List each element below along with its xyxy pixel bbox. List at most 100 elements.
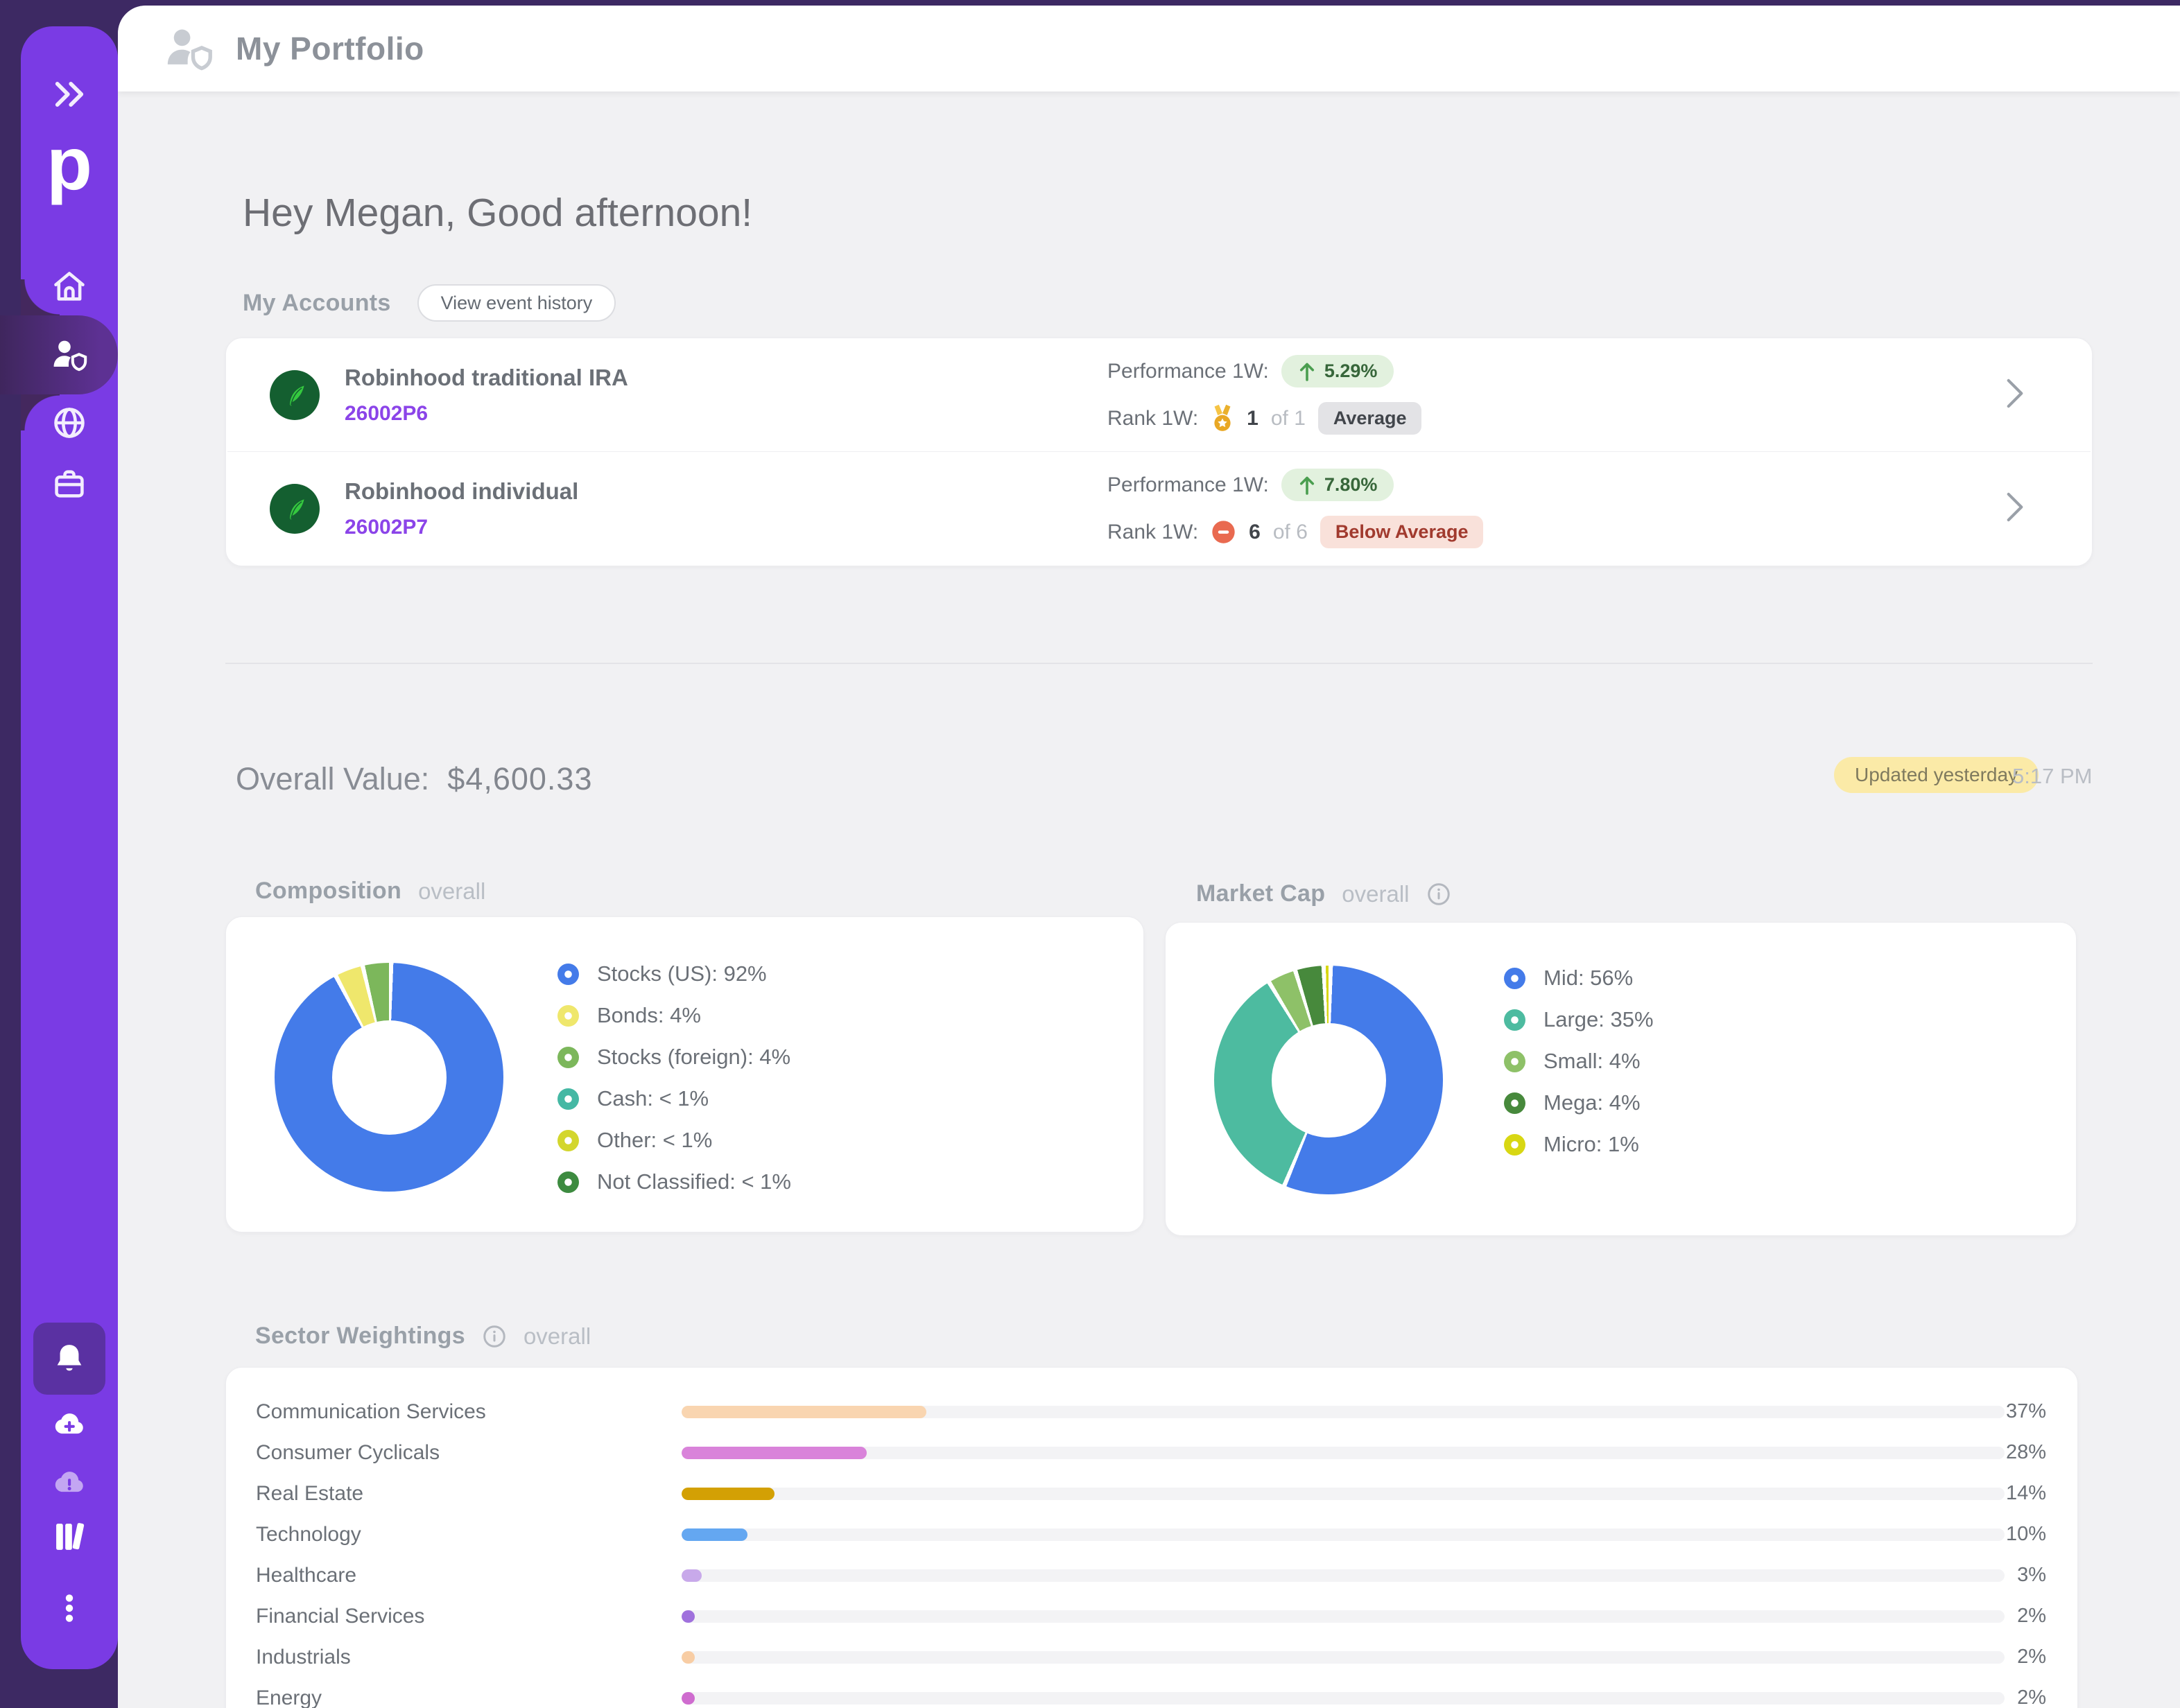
- sector-label: Energy: [256, 1686, 322, 1708]
- legend-label: Stocks (US): 92%: [597, 961, 767, 986]
- sector-row: Communication Services 37%: [226, 1391, 2077, 1432]
- rank-label: Rank 1W:: [1107, 406, 1199, 430]
- account-number-link[interactable]: 26002P7: [345, 515, 429, 539]
- legend-bullet-icon: [1504, 1009, 1525, 1031]
- rank-total: of 1: [1270, 406, 1306, 430]
- sidebar-item-global[interactable]: [21, 405, 118, 441]
- sector-bar-track: [682, 1446, 2005, 1459]
- sector-percent: 2%: [2017, 1646, 2046, 1668]
- view-event-history-button[interactable]: View event history: [417, 284, 616, 322]
- legend-bullet-icon: [1504, 1092, 1525, 1114]
- sector-row: Consumer Cyclicals 28%: [226, 1432, 2077, 1473]
- chevron-right-icon[interactable]: [2006, 377, 2024, 409]
- legend-item: Cash: < 1%: [557, 1078, 791, 1119]
- performance-label: Performance 1W:: [1107, 473, 1269, 496]
- market-cap-donut-chart: [1214, 966, 1443, 1194]
- sector-bar-fill: [682, 1528, 748, 1541]
- sidebar-active-indicator: [0, 315, 118, 394]
- home-icon: [54, 272, 85, 301]
- minus-circle-icon: [1212, 521, 1235, 543]
- sector-bar-track: [682, 1650, 2005, 1664]
- sidebar-item-notifications[interactable]: [21, 1341, 118, 1377]
- performance-label: Performance 1W:: [1107, 359, 1269, 383]
- cloud-plus-icon: [55, 1413, 83, 1434]
- sector-row: Technology 10%: [226, 1514, 2077, 1555]
- library-books-icon: [56, 1523, 85, 1550]
- chevrons-right-icon: [55, 82, 84, 107]
- legend-bullet-icon: [557, 1171, 579, 1193]
- account-identity: Robinhood individual 26002P7: [345, 478, 1107, 539]
- sidebar-active-notch-top: [21, 279, 60, 315]
- legend-label: Mid: 56%: [1543, 966, 1634, 990]
- account-open-chevron[interactable]: [2006, 491, 2024, 526]
- sidebar-item-work[interactable]: [21, 466, 118, 502]
- robinhood-logo: [270, 483, 320, 534]
- account-open-chevron[interactable]: [2006, 377, 2024, 412]
- legend-item: Large: 35%: [1504, 999, 1654, 1040]
- legend-label: Cash: < 1%: [597, 1086, 709, 1110]
- sector-label: Technology: [256, 1522, 361, 1546]
- legend-bullet-icon: [1504, 1133, 1525, 1156]
- sidebar-item-home[interactable]: [21, 269, 118, 305]
- sidebar-item-cloud-alert[interactable]: [21, 1464, 118, 1500]
- medal-icon: [1214, 404, 1231, 431]
- page-title: My Portfolio: [236, 31, 424, 67]
- sector-percent: 37%: [2005, 1400, 2046, 1422]
- legend-bullet-icon: [1504, 967, 1525, 989]
- person-shield-icon: [53, 340, 87, 372]
- account-stats: Performance 1W: 5.29% Rank 1W: 1 of 1 Average: [1107, 355, 1422, 435]
- sidebar-item-library[interactable]: [21, 1518, 118, 1556]
- composition-subtitle: overall: [418, 878, 486, 904]
- chevron-right-icon[interactable]: [2006, 491, 2024, 523]
- sector-label: Real Estate: [256, 1481, 364, 1505]
- performance-value: 7.80%: [1324, 474, 1378, 495]
- robinhood-logo: [270, 369, 320, 420]
- sector-bar-track: [682, 1569, 2005, 1582]
- sector-bar-fill: [682, 1405, 926, 1418]
- sidebar-item-portfolio[interactable]: [21, 337, 118, 373]
- info-icon[interactable]: [1426, 882, 1451, 907]
- account-row[interactable]: Robinhood traditional IRA 26002P6 Performa…: [226, 338, 2092, 451]
- sidebar-collapse-button[interactable]: [21, 76, 118, 112]
- robinhood-feather-icon: [290, 498, 304, 520]
- info-icon[interactable]: [482, 1324, 507, 1349]
- sector-bar-track: [682, 1405, 2005, 1418]
- sector-label: Consumer Cyclicals: [256, 1440, 440, 1464]
- sector-row: Energy 2%: [226, 1678, 2077, 1708]
- sidebar-more-menu[interactable]: [21, 1590, 118, 1626]
- globe-icon: [54, 408, 85, 438]
- performance-badge: 5.29%: [1281, 355, 1394, 387]
- sector-percent: 2%: [2017, 1605, 2046, 1627]
- sector-percent: 3%: [2017, 1564, 2046, 1586]
- account-number-link[interactable]: 26002P6: [345, 401, 429, 425]
- legend-bullet-icon: [1504, 1050, 1525, 1072]
- legend-bullet-icon: [557, 963, 579, 985]
- account-row[interactable]: Robinhood individual 26002P7 Performance 1…: [226, 452, 2092, 565]
- sidebar-item-cloud-add[interactable]: [21, 1406, 118, 1442]
- legend-item: Stocks (foreign): 4%: [557, 1036, 791, 1078]
- composition-donut-chart: [275, 963, 503, 1192]
- section-divider: [225, 663, 2093, 664]
- sector-row: Healthcare 3%: [226, 1555, 2077, 1596]
- legend-item: Mid: 56%: [1504, 957, 1654, 999]
- performance-value: 5.29%: [1324, 360, 1378, 381]
- account-stats: Performance 1W: 7.80% Rank 1W: 6 of 6 Below A…: [1107, 469, 1484, 549]
- legend-bullet-icon: [557, 1046, 579, 1068]
- updated-time: 5:17 PM: [2012, 764, 2093, 788]
- sector-percent: 10%: [2005, 1523, 2046, 1545]
- legend-label: Small: 4%: [1543, 1049, 1641, 1073]
- accounts-section-title: My Accounts: [243, 289, 391, 316]
- account-name: Robinhood traditional IRA: [345, 364, 628, 390]
- briefcase-icon: [55, 470, 84, 498]
- legend-label: Not Classified: < 1%: [597, 1169, 791, 1194]
- app-logo[interactable]: p: [46, 121, 92, 205]
- market-cap-title: Market Cap: [1196, 880, 1326, 907]
- rank-total: of 6: [1272, 520, 1308, 543]
- main-panel: My Portfolio Hey Megan, Good afternoon! …: [118, 6, 2180, 1708]
- sector-bar-fill: [682, 1610, 695, 1623]
- sector-bar-track: [682, 1691, 2005, 1705]
- sector-row: Financial Services 2%: [226, 1596, 2077, 1637]
- sector-bar-track: [682, 1610, 2005, 1623]
- rank-badge: Average: [1317, 402, 1422, 435]
